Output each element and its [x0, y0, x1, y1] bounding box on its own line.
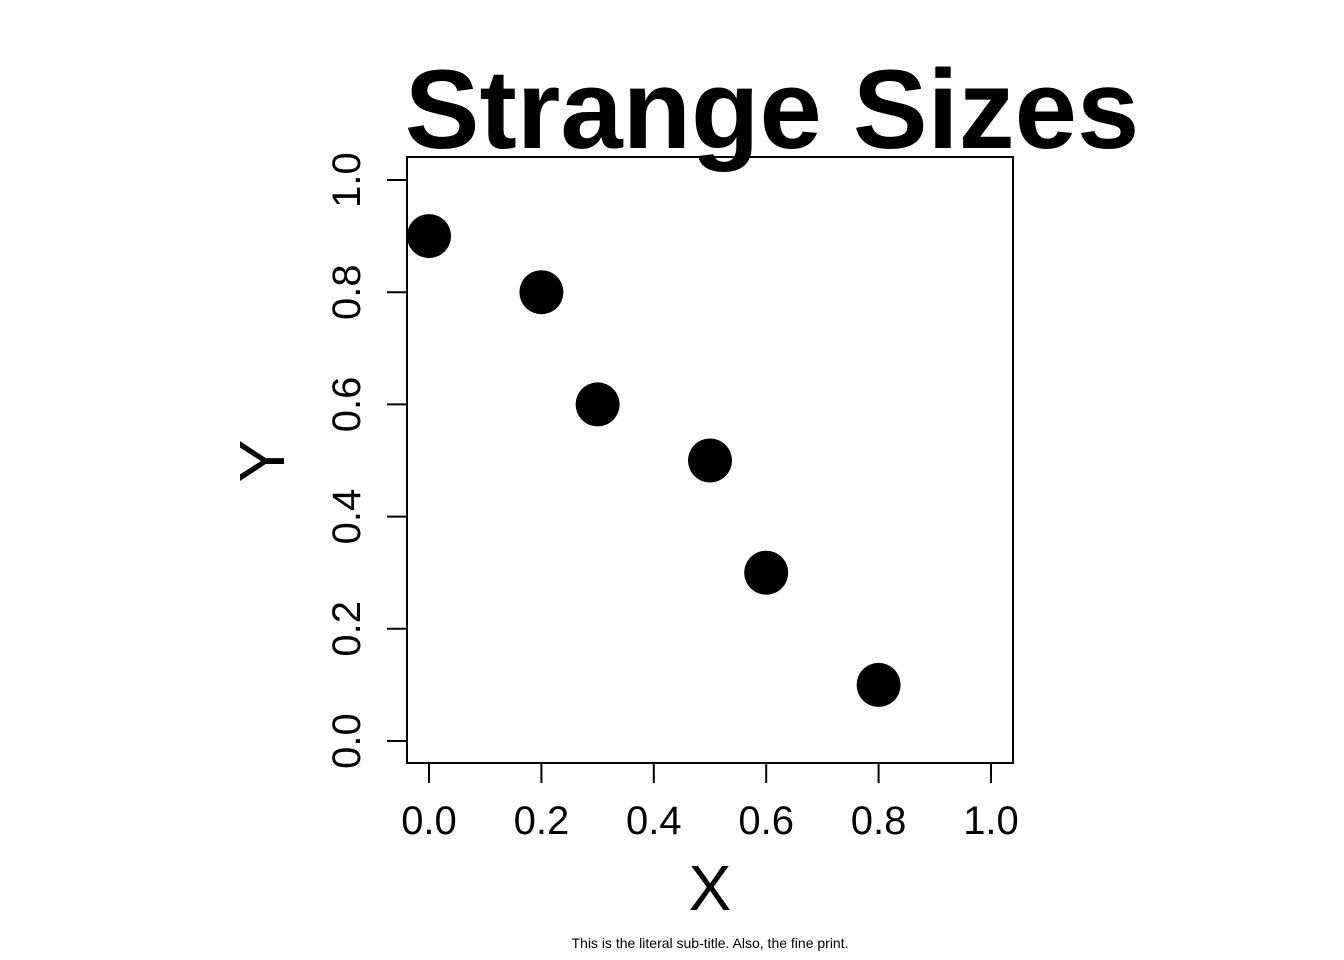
- x-tick-label: 0.0: [401, 799, 457, 843]
- y-axis: 0.0 0.2 0.4 0.6 0.8 1.0: [325, 152, 408, 769]
- y-tick-label: 0.8: [325, 264, 369, 320]
- x-tick-label: 0.4: [626, 799, 682, 843]
- x-axis: 0.0 0.2 0.4 0.6 0.8 1.0: [401, 762, 1019, 843]
- data-point: [575, 382, 620, 427]
- x-axis-title: X: [689, 852, 732, 924]
- data-point: [856, 662, 901, 707]
- data-points: [407, 214, 901, 707]
- x-tick-label: 1.0: [963, 799, 1019, 843]
- x-tick-label: 0.2: [514, 799, 570, 843]
- x-tick-label: 0.6: [738, 799, 794, 843]
- data-point: [407, 214, 451, 259]
- y-tick-label: 0.4: [325, 489, 369, 545]
- data-point: [744, 550, 789, 595]
- y-axis-title: Y: [226, 440, 298, 483]
- y-tick-label: 0.6: [325, 377, 369, 433]
- chart-subtitle: This is the literal sub-title. Also, the…: [571, 935, 848, 951]
- data-point: [688, 438, 732, 483]
- data-point: [519, 270, 564, 315]
- chart-title: Strange Sizes: [405, 47, 1140, 172]
- y-tick-label: 1.0: [325, 152, 369, 208]
- y-tick-label: 0.2: [325, 601, 369, 657]
- x-tick-label: 0.8: [851, 799, 907, 843]
- y-tick-label: 0.0: [325, 713, 369, 769]
